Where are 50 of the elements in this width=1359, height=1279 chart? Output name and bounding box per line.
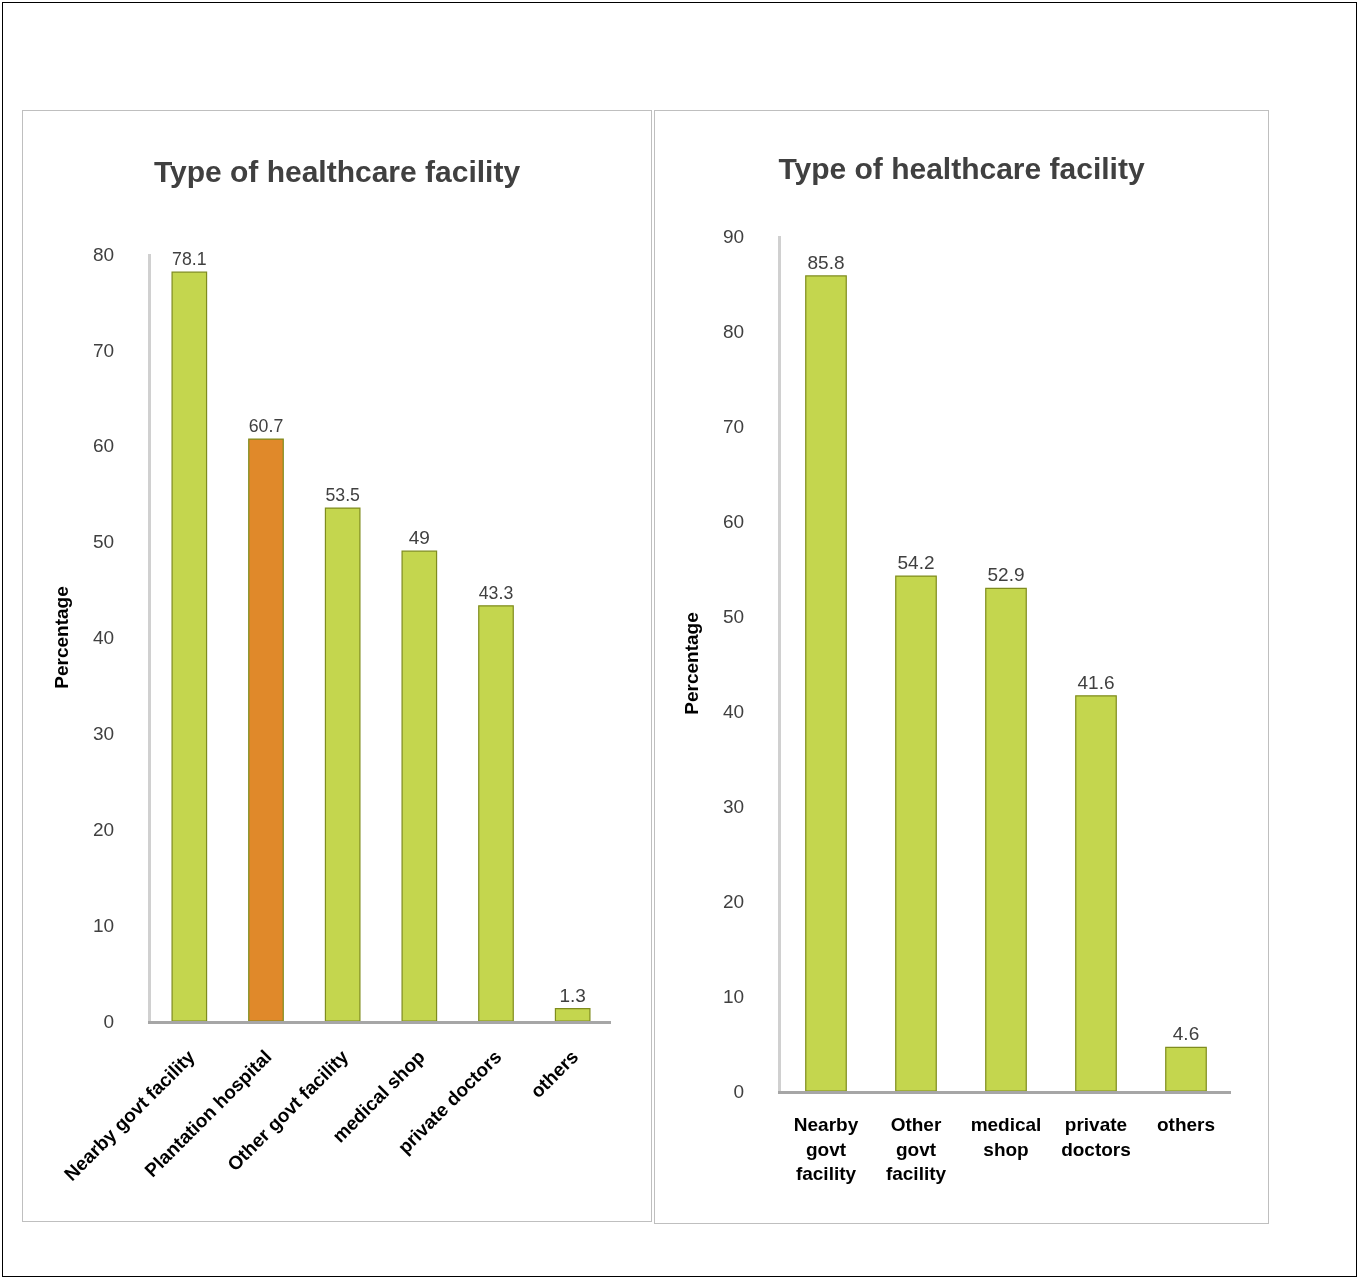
- bar: [171, 271, 208, 1021]
- y-tick-label: 40: [93, 627, 115, 649]
- bar: [1075, 695, 1117, 1091]
- y-tick-label: 50: [93, 531, 115, 553]
- bar: [478, 605, 514, 1021]
- chart-title: Type of healthcare facility: [153, 154, 521, 188]
- y-tick-label: 90: [723, 225, 745, 247]
- y-axis-title: Percentage: [680, 612, 702, 715]
- data-label: 53.5: [325, 485, 361, 506]
- bar: [401, 550, 438, 1021]
- data-label: 4.6: [1172, 1023, 1200, 1045]
- bar: [895, 575, 937, 1091]
- y-tick-label: 60: [93, 435, 115, 457]
- bar: [324, 507, 361, 1021]
- y-tick-label: 60: [723, 510, 745, 532]
- bar: [248, 438, 284, 1021]
- y-tick-label: 10: [723, 985, 745, 1007]
- y-tick-label: 70: [723, 415, 745, 437]
- chart-title: Type of healthcare facility: [778, 151, 1145, 185]
- y-tick-label: 20: [723, 890, 745, 912]
- data-label: 78.1: [172, 249, 207, 270]
- x-tick-label: Other govt facility: [885, 1113, 947, 1185]
- y-tick-label: 50: [723, 605, 745, 627]
- x-tick-label: Nearby govt facility: [793, 1113, 859, 1185]
- data-label: 43.3: [478, 583, 514, 604]
- data-label: 85.8: [807, 251, 845, 273]
- y-tick-label: 10: [93, 914, 115, 936]
- y-tick-label: 30: [93, 723, 115, 745]
- data-label: 52.9: [987, 564, 1025, 586]
- bar: [554, 1007, 591, 1021]
- x-tick-label: private doctors: [1061, 1113, 1131, 1160]
- data-label: 41.6: [1077, 671, 1115, 693]
- data-label: 54.2: [897, 552, 935, 574]
- y-tick-label: 70: [93, 339, 115, 361]
- bar: [1165, 1046, 1207, 1091]
- y-axis-title: Percentage: [50, 586, 72, 689]
- y-tick-label: 80: [93, 243, 115, 265]
- bar: [805, 275, 847, 1091]
- bar: [985, 587, 1027, 1091]
- y-tick-label: 0: [733, 1080, 745, 1102]
- data-label: 49: [408, 527, 430, 549]
- x-tick-label: medical shop: [970, 1113, 1042, 1160]
- y-tick-label: 40: [723, 700, 745, 722]
- data-label: 60.7: [248, 416, 284, 437]
- data-label: 1.3: [559, 984, 586, 1006]
- y-tick-label: 20: [93, 818, 115, 840]
- y-tick-label: 30: [723, 795, 745, 817]
- y-tick-label: 80: [723, 320, 745, 342]
- y-tick-label: 0: [103, 1010, 115, 1032]
- x-tick-label: others: [1156, 1113, 1216, 1135]
